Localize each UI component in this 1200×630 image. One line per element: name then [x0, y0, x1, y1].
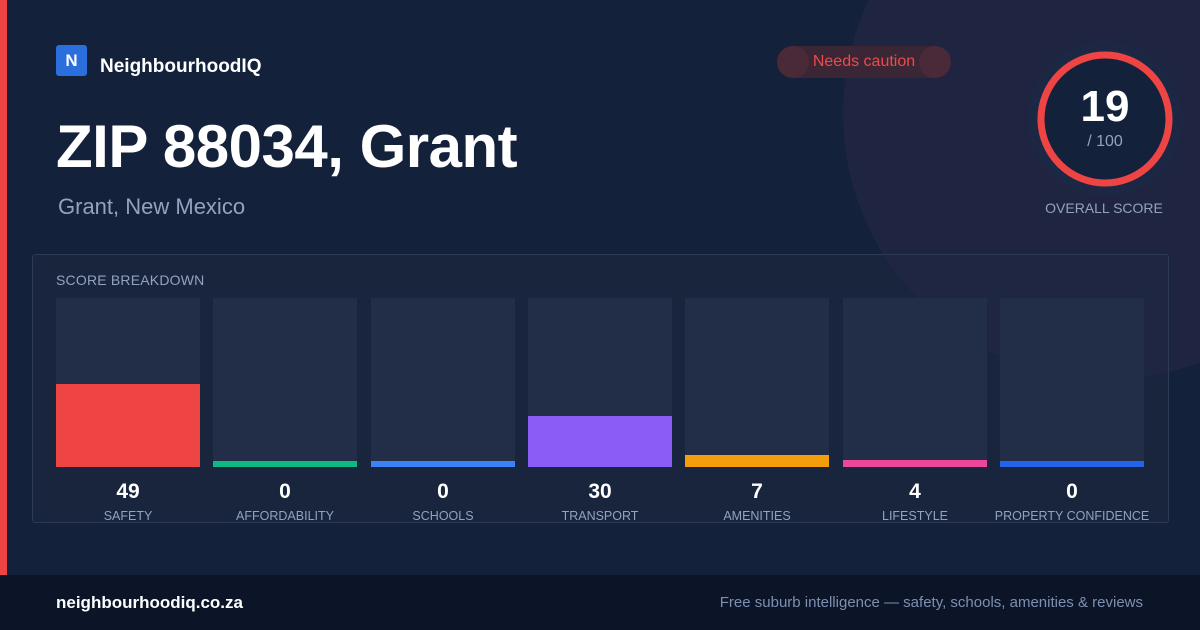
score-bar-amenities: 7 AMENITIES	[685, 298, 829, 523]
score-bar-label: LIFESTYLE	[882, 509, 948, 523]
score-bar-value: 30	[588, 480, 612, 503]
score-bar-transport: 30 TRANSPORT	[528, 298, 672, 523]
share-card: N NeighbourhoodIQ Needs caution ZIP 8803…	[0, 0, 1200, 575]
score-bar-affordability: 0 AFFORDABILITY	[213, 298, 357, 523]
score-bar-fill	[528, 416, 672, 467]
score-bar-fill	[213, 461, 357, 467]
score-bar-safety: 49 SAFETY	[56, 298, 200, 523]
footer-tagline: Free suburb intelligence — safety, schoo…	[719, 594, 1143, 611]
status-badge-label: Needs caution	[812, 53, 916, 70]
footer: neighbourhoodiq.co.za Free suburb intell…	[0, 575, 1200, 630]
score-bar-value: 0	[437, 480, 449, 503]
score-bar-track	[843, 298, 987, 467]
score-bar-track	[371, 298, 515, 467]
score-bar-label: SCHOOLS	[412, 509, 474, 523]
score-bar-label: PROPERTY CONFIDENCE	[994, 509, 1150, 523]
score-bar-label: SAFETY	[103, 509, 153, 523]
page-subtitle: Grant, New Mexico	[58, 194, 246, 219]
page-title: ZIP 88034, Grant	[56, 113, 518, 180]
logo-letter: N	[65, 50, 78, 70]
score-bar-track	[528, 298, 672, 467]
overall-score-max: / 100	[1087, 133, 1123, 150]
score-bar-property-confidence: 0 PROPERTY CONFIDENCE	[995, 298, 1149, 523]
score-bar-track	[1000, 298, 1144, 467]
score-bar-fill	[843, 460, 987, 467]
score-bar-label: TRANSPORT	[561, 509, 639, 523]
score-bar-value: 49	[116, 480, 140, 503]
accent-bar	[0, 0, 7, 575]
overall-score-value: 19	[1080, 82, 1130, 131]
score-bar-fill	[1000, 461, 1144, 467]
overall-score-ring: 19 / 100	[1028, 42, 1182, 196]
score-bar-value: 0	[279, 480, 291, 503]
score-bar-track	[685, 298, 829, 467]
status-badge: Needs caution	[777, 46, 951, 78]
overall-score-label: OVERALL SCORE	[1045, 200, 1163, 216]
score-bar-fill	[371, 461, 515, 467]
footer-url[interactable]: neighbourhoodiq.co.za	[56, 593, 243, 612]
score-bar-value: 0	[1066, 480, 1078, 503]
score-bar-fill	[56, 384, 200, 467]
logo-icon: N	[56, 45, 87, 76]
score-bar-value: 7	[751, 480, 763, 503]
score-bar-track	[213, 298, 357, 467]
score-bar-label: AFFORDABILITY	[236, 509, 334, 523]
score-bar-label: AMENITIES	[723, 509, 791, 523]
score-bar-lifestyle: 4 LIFESTYLE	[843, 298, 987, 523]
score-bar-fill	[685, 455, 829, 467]
score-bar-track	[56, 298, 200, 467]
brand-name: NeighbourhoodIQ	[100, 56, 262, 77]
score-bar-value: 4	[909, 480, 921, 503]
score-breakdown-title: SCORE BREAKDOWN	[56, 272, 205, 288]
score-bar-schools: 0 SCHOOLS	[371, 298, 515, 523]
